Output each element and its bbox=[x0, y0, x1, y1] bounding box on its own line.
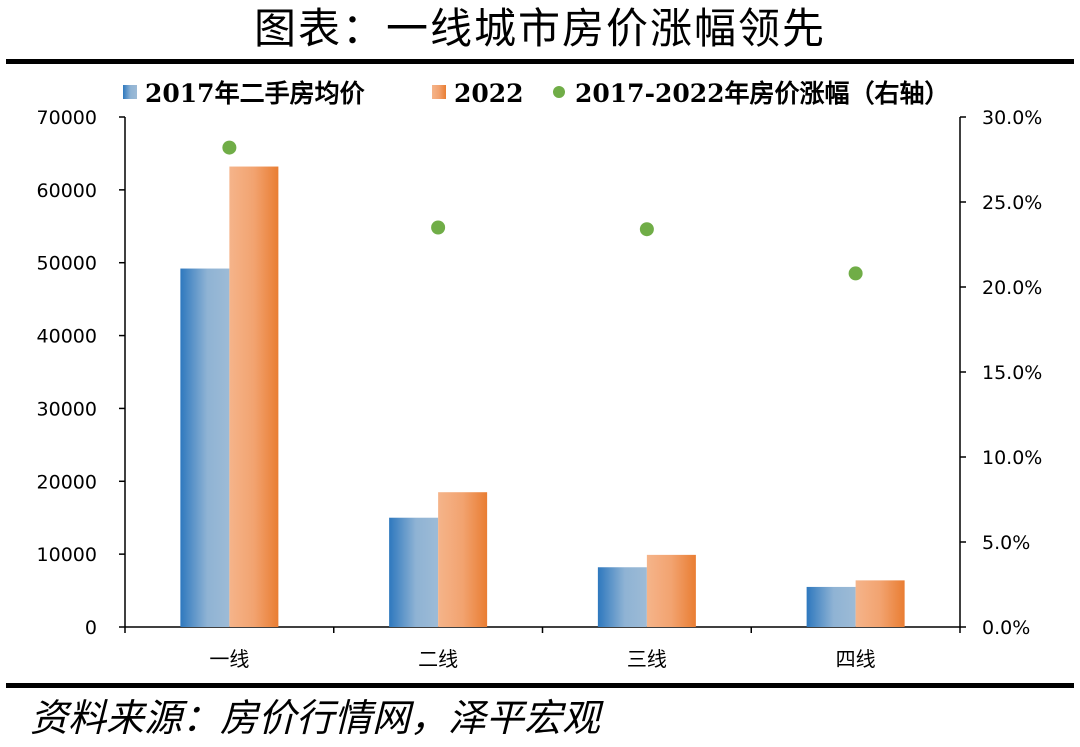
y-left-tick-label: 10000 bbox=[37, 544, 97, 566]
legend-swatch bbox=[553, 86, 565, 98]
bar bbox=[438, 492, 488, 627]
legend-label: 2017-2022年房价涨幅（右轴） bbox=[575, 79, 950, 108]
top-rule bbox=[6, 59, 1074, 64]
y-left-tick-label: 30000 bbox=[37, 398, 97, 420]
x-category-label: 一线 bbox=[209, 647, 249, 671]
growth-point bbox=[639, 222, 654, 237]
y-right-tick-label: 5.0% bbox=[982, 532, 1030, 554]
growth-point bbox=[222, 140, 237, 155]
legend-swatch bbox=[123, 85, 137, 99]
bars bbox=[180, 166, 905, 628]
legend-label: 2017年二手房均价 bbox=[145, 79, 366, 108]
y-left-tick-label: 40000 bbox=[37, 326, 97, 348]
source-note: 资料来源：房价行情网，泽平宏观 bbox=[30, 696, 601, 740]
y-right-tick-label: 10.0% bbox=[982, 447, 1042, 469]
legend-swatch bbox=[432, 85, 446, 99]
y-right-tick-label: 30.0% bbox=[982, 107, 1042, 129]
bar bbox=[180, 268, 230, 627]
bar bbox=[229, 166, 279, 628]
y-right-tick-label: 25.0% bbox=[982, 192, 1042, 214]
y-left-tick-label: 60000 bbox=[37, 180, 97, 202]
y-left-tick-label: 0 bbox=[85, 617, 97, 639]
y-left-tick-label: 20000 bbox=[37, 471, 97, 493]
y-right-tick-label: 15.0% bbox=[982, 362, 1042, 384]
legend: 2017年二手房均价 2022 2017-2022年房价涨幅（右轴） bbox=[123, 79, 950, 108]
bar bbox=[597, 567, 647, 627]
y-left-tick-label: 50000 bbox=[37, 253, 97, 275]
chart-title: 图表：一线城市房价涨幅领先 bbox=[253, 4, 826, 53]
legend-label: 2022 bbox=[454, 79, 524, 108]
bar bbox=[389, 517, 439, 627]
bar bbox=[646, 554, 696, 627]
bar bbox=[855, 580, 905, 627]
x-category-label: 三线 bbox=[627, 647, 667, 671]
growth-point bbox=[431, 220, 446, 235]
points bbox=[222, 140, 863, 281]
y-right-tick-label: 20.0% bbox=[982, 277, 1042, 299]
axes: 0 10000 20000 30000 40000 50000 60000 70000 0.0%… bbox=[37, 107, 1043, 671]
growth-point bbox=[848, 266, 863, 281]
bottom-rule bbox=[6, 683, 1074, 688]
x-category-label: 二线 bbox=[418, 647, 458, 671]
x-category-label: 四线 bbox=[836, 647, 876, 671]
y-left-tick-label: 70000 bbox=[37, 107, 97, 129]
bar bbox=[806, 586, 856, 627]
y-right-tick-label: 0.0% bbox=[982, 617, 1030, 639]
